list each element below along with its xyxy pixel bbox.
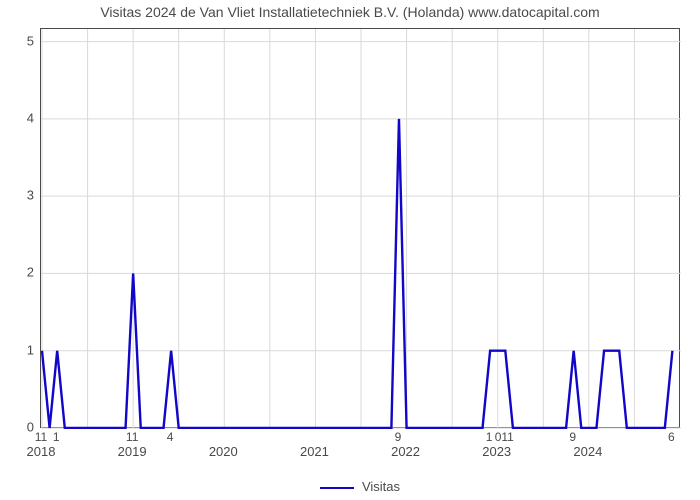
x-tick-label: 2019 — [118, 444, 147, 459]
x-tick-label: 2024 — [573, 444, 602, 459]
value-label: 11 — [126, 430, 138, 444]
x-tick-label: 2023 — [482, 444, 511, 459]
legend-label: Visitas — [362, 479, 400, 494]
x-tick-label: 2021 — [300, 444, 329, 459]
chart-title: Visitas 2024 de Van Vliet Installatietec… — [0, 4, 700, 20]
plot-area — [40, 28, 680, 428]
value-label: 9 — [569, 430, 576, 444]
x-tick-label: 2020 — [209, 444, 238, 459]
value-label: 1 — [486, 430, 493, 444]
value-label: 011 — [495, 430, 514, 444]
x-tick-label: 2022 — [391, 444, 420, 459]
value-label: 1 — [53, 430, 60, 444]
line-svg — [41, 29, 681, 429]
y-tick-label: 4 — [4, 110, 34, 125]
y-tick-label: 0 — [4, 420, 34, 435]
y-tick-label: 2 — [4, 265, 34, 280]
legend: Visitas — [40, 479, 680, 494]
value-label: 6 — [668, 430, 675, 444]
value-label: 11 — [35, 430, 47, 444]
legend-swatch — [320, 487, 354, 489]
value-label: 4 — [167, 430, 174, 444]
chart-container: Visitas 2024 de Van Vliet Installatietec… — [0, 0, 700, 500]
value-label: 9 — [395, 430, 402, 444]
y-tick-label: 3 — [4, 188, 34, 203]
y-tick-label: 5 — [4, 33, 34, 48]
x-tick-label: 2018 — [27, 444, 56, 459]
y-tick-label: 1 — [4, 342, 34, 357]
